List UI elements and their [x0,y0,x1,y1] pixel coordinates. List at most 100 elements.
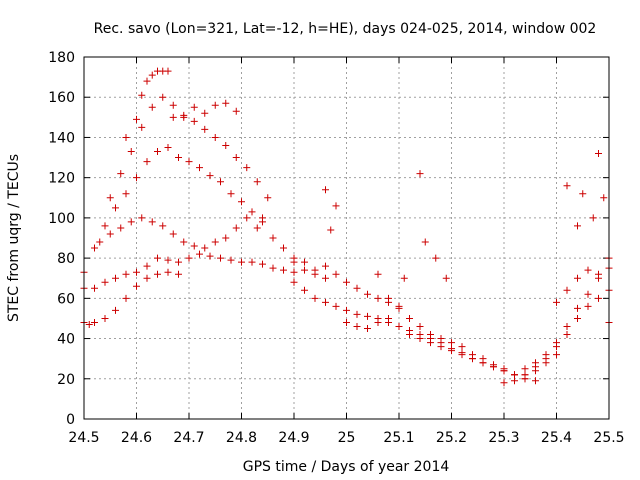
data-point [127,148,135,156]
data-point [259,260,266,268]
data-point [112,204,119,212]
data-point [442,274,450,282]
data-point [101,314,109,322]
x-tick-label: 24.6 [121,430,152,446]
chart-title: Rec. savo (Lon=321, Lat=-12, h=HE), days… [94,21,597,37]
data-point [243,214,251,222]
x-tick-label: 24.8 [226,430,257,446]
data-point [159,93,167,101]
data-point [595,150,602,158]
data-point [222,141,230,149]
data-point [101,222,109,230]
data-point [458,343,466,351]
data-point [185,254,193,262]
data-point [269,234,277,242]
data-point [448,339,455,347]
data-point [154,270,161,278]
data-point [190,103,198,111]
data-point [133,115,140,123]
data-point [574,304,581,312]
data-point [595,294,602,302]
data-point [353,284,361,292]
x-tick-label: 25 [338,430,356,446]
y-tick-label: 160 [48,90,75,106]
data-point [175,270,182,278]
x-tick-label: 25.4 [541,430,572,446]
data-point [169,230,177,238]
data-point [222,234,230,242]
data-point [232,154,240,162]
data-point [211,133,219,141]
data-point [253,178,261,186]
data-point [148,218,156,226]
data-point [143,262,151,270]
y-tick-label: 120 [48,171,75,187]
data-point [364,325,371,332]
data-point [563,286,571,294]
data-point [259,214,266,222]
data-point [106,194,114,202]
data-point [574,222,581,230]
data-point [91,318,98,326]
data-point [206,172,214,180]
data-point [395,304,403,312]
data-point [416,335,424,343]
data-point [574,274,581,282]
data-point [421,238,429,246]
data-point [138,214,146,222]
data-point [469,351,476,359]
y-tick-label: 140 [48,130,75,146]
data-point [243,164,251,172]
data-point [280,244,287,252]
x-axis-label: GPS time / Days of year 2014 [243,459,450,475]
data-point [143,158,151,166]
data-point [584,302,592,310]
data-point [154,148,161,156]
data-point [180,238,188,246]
data-point [217,178,224,186]
data-point [327,226,335,234]
data-point [563,182,571,190]
data-point [353,310,361,318]
data-point [521,365,529,373]
data-point [343,306,350,314]
x-tick-label: 24.9 [278,430,309,446]
x-axis-ticks: 24.5 24.6 24.7 24.8 24.9 25 25.1 25.2 25.3 25.4 25… [68,57,625,446]
data-point [448,347,455,355]
data-point [175,258,182,266]
data-point [532,359,539,367]
data-point [211,101,219,109]
data-point [374,270,382,278]
data-point [269,264,277,272]
data-point [322,262,329,270]
data-point [190,117,198,125]
data-point [85,320,93,328]
data-point [364,312,371,320]
data-point [238,258,245,266]
data-point [101,278,109,286]
y-tick-label: 40 [57,332,75,348]
data-point [138,91,146,99]
data-point [122,190,130,198]
data-point [406,331,413,339]
data-point [511,371,518,379]
data-point [196,250,203,258]
data-point [206,252,214,260]
data-point [133,282,140,290]
data-point [574,314,581,322]
data-point [479,355,487,363]
data-point [311,266,319,274]
data-point [175,154,182,162]
data-point [91,284,98,292]
data-point [222,99,230,107]
data-point [589,214,597,222]
data-point [532,377,539,385]
data-point [584,290,592,298]
data-point [290,254,298,262]
data-point [301,286,308,294]
y-tick-label: 80 [57,251,75,267]
data-point [343,278,350,286]
data-point [117,170,125,178]
data-point [106,230,114,238]
